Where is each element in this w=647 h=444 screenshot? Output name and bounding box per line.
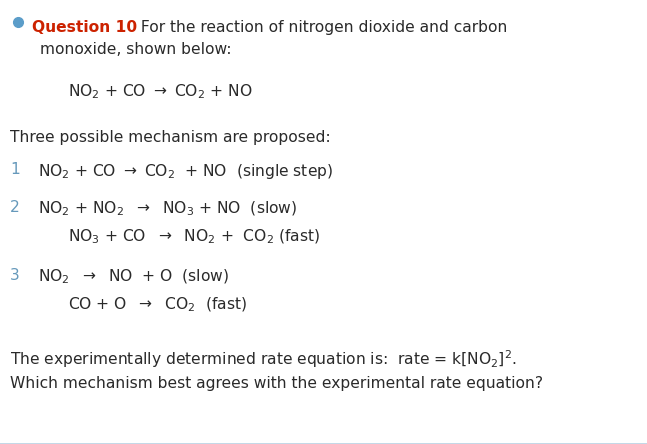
Text: CO + O  $\rightarrow$  CO$_2$  (fast): CO + O $\rightarrow$ CO$_2$ (fast) xyxy=(68,296,247,314)
Text: NO$_2$ + CO $\rightarrow$ CO$_2$ + NO: NO$_2$ + CO $\rightarrow$ CO$_2$ + NO xyxy=(68,82,252,101)
Text: NO$_2$  $\rightarrow$  NO  + O  (slow): NO$_2$ $\rightarrow$ NO + O (slow) xyxy=(38,268,229,286)
Text: NO$_2$ + NO$_2$  $\rightarrow$  NO$_3$ + NO  (slow): NO$_2$ + NO$_2$ $\rightarrow$ NO$_3$ + N… xyxy=(38,200,297,218)
Text: For the reaction of nitrogen dioxide and carbon: For the reaction of nitrogen dioxide and… xyxy=(136,20,507,35)
Text: 3: 3 xyxy=(10,268,20,283)
Text: Three possible mechanism are proposed:: Three possible mechanism are proposed: xyxy=(10,130,331,145)
Text: 1: 1 xyxy=(10,162,20,177)
Text: NO$_3$ + CO  $\rightarrow$  NO$_2$ +  CO$_2$ (fast): NO$_3$ + CO $\rightarrow$ NO$_2$ + CO$_2… xyxy=(68,228,320,246)
Text: Question 10: Question 10 xyxy=(32,20,137,35)
Text: monoxide, shown below:: monoxide, shown below: xyxy=(40,42,232,57)
Text: NO$_2$ + CO $\rightarrow$ CO$_2$  + NO  (single step): NO$_2$ + CO $\rightarrow$ CO$_2$ + NO (s… xyxy=(38,162,333,181)
Text: 2: 2 xyxy=(10,200,20,215)
Text: Which mechanism best agrees with the experimental rate equation?: Which mechanism best agrees with the exp… xyxy=(10,376,543,391)
Text: The experimentally determined rate equation is:  rate = k[NO$_2$]$^2$.: The experimentally determined rate equat… xyxy=(10,348,517,370)
